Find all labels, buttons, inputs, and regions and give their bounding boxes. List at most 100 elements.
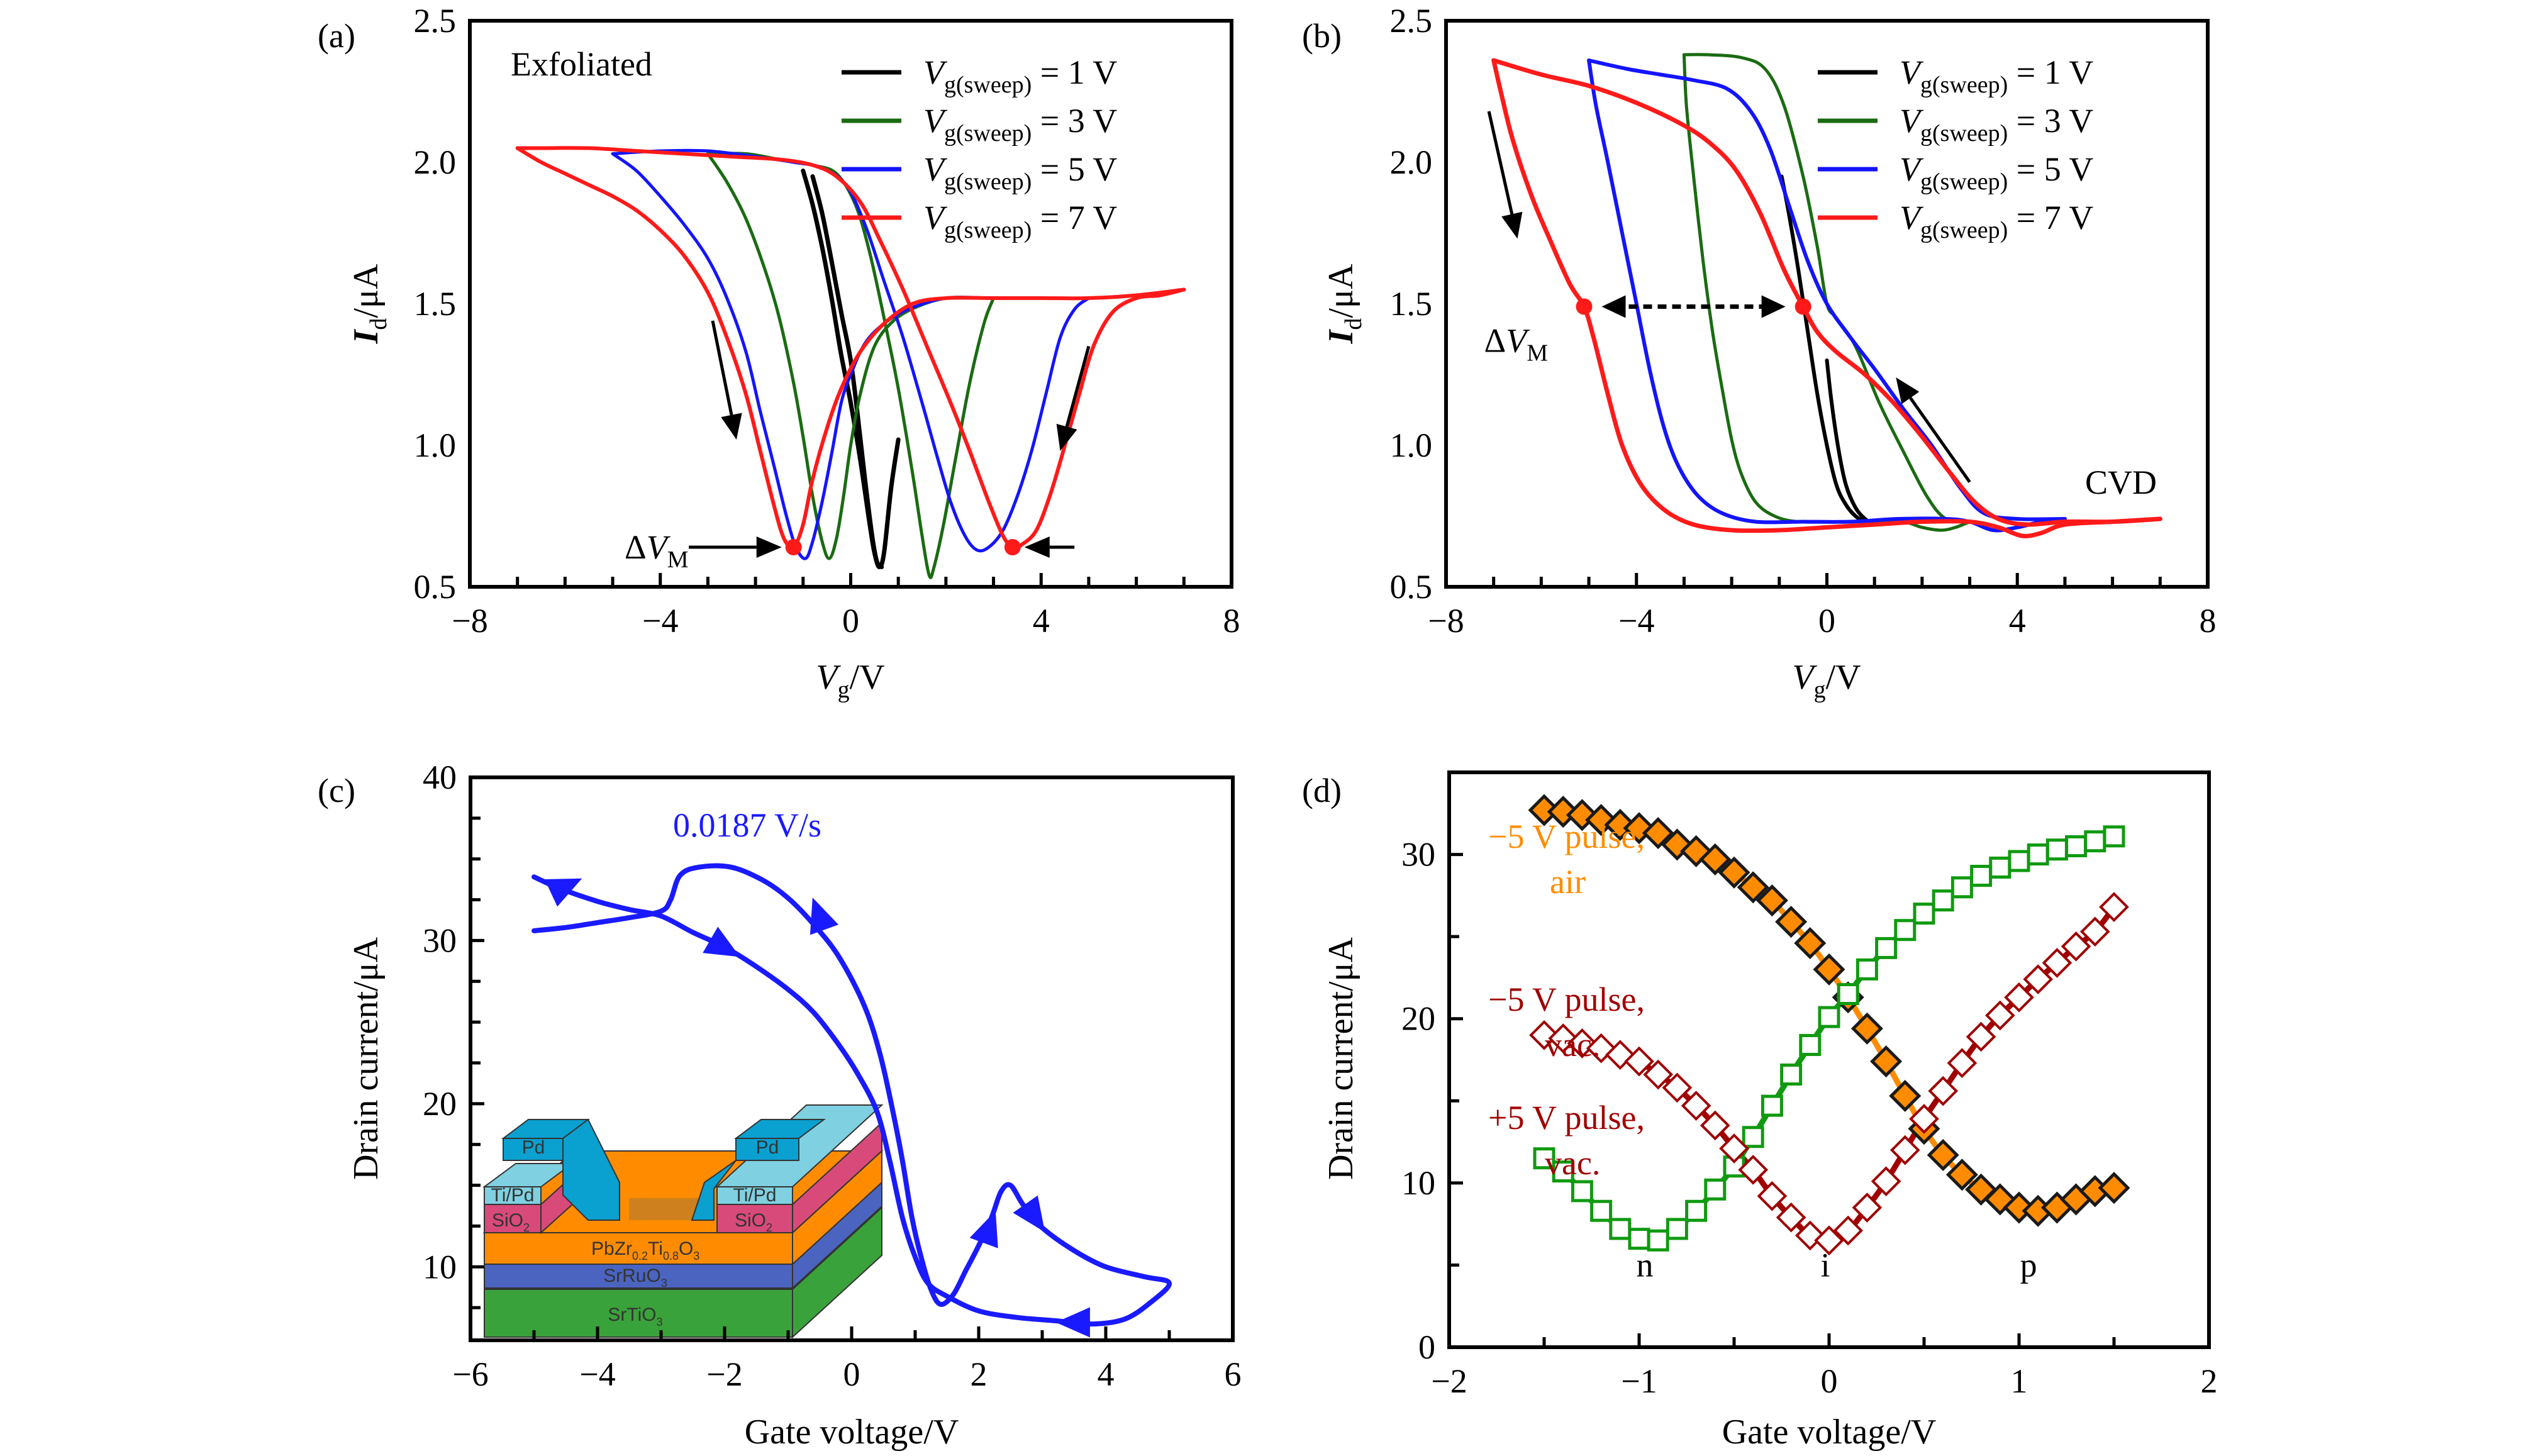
series-line-vg-sweep-7-v-0 xyxy=(1491,58,2162,538)
x-tick-label: −2 xyxy=(706,1355,742,1393)
curve-direction-arrow xyxy=(969,1211,998,1248)
data-point-diamond xyxy=(1927,1138,1959,1171)
data-point-diamond xyxy=(1718,856,1750,889)
y-tick-label: 0.5 xyxy=(414,568,457,606)
data-point-square xyxy=(1704,1178,1727,1201)
y-tick-labels-d: 0 10 20 30 xyxy=(1401,836,1435,1366)
inset-label-pzt: PbZr0.2Ti0.8O3 xyxy=(591,1238,699,1262)
curve-direction-arrow xyxy=(810,897,839,935)
inset-label-tipd-left: Ti/Pd xyxy=(491,1185,535,1206)
data-point-open-diamond xyxy=(1833,1215,1864,1246)
curve-direction-arrow xyxy=(1013,1195,1045,1233)
arrow-head xyxy=(1501,211,1523,239)
x-tick-label: 8 xyxy=(1223,602,1240,640)
inset-label-srruo3: SrRuO3 xyxy=(603,1265,667,1289)
data-point-square xyxy=(2045,838,2068,861)
plot-area-b xyxy=(1444,19,2210,589)
annotation-cvd: CVD xyxy=(2085,464,2157,501)
data-point-open-diamond xyxy=(1776,1202,1806,1233)
data-point-open-diamond xyxy=(1624,1046,1654,1077)
x-tick-labels-d: −2 −1 0 1 2 xyxy=(1431,1362,2217,1400)
series-line-vg-sweep-1-v-0 xyxy=(1779,174,1877,526)
y-tick-label: 0 xyxy=(1418,1328,1435,1366)
data-layer xyxy=(1491,53,2162,538)
x-tick-label: 4 xyxy=(1098,1355,1115,1393)
data-point-open-diamond xyxy=(2079,916,2110,947)
data-point-diamond xyxy=(1737,871,1769,904)
data-point-diamond xyxy=(1794,927,1827,960)
delta-vm-text: ΔVM xyxy=(625,528,689,573)
series-annotation-1-line1: −5 V pulse, xyxy=(1488,981,1645,1018)
data-point-diamond xyxy=(1755,884,1788,917)
y-tick-label: 2.0 xyxy=(1390,143,1433,181)
hysteresis-marker xyxy=(1794,298,1811,315)
x-tick-label: 4 xyxy=(2009,602,2026,640)
hysteresis-marker xyxy=(785,539,802,555)
data-point-open-diamond xyxy=(1852,1192,1883,1223)
data-point-diamond xyxy=(2098,1172,2130,1204)
panel-d: (d) −2 −1 0 1 2 0 10 20 30 Gate voltage/V Drain… xyxy=(1302,770,2218,1452)
data-point-square xyxy=(1647,1229,1669,1252)
hysteresis-marker xyxy=(1004,539,1021,555)
y-tick-label: 10 xyxy=(423,1248,457,1286)
inset-pd-right-bridge xyxy=(691,1160,737,1221)
data-point-square xyxy=(1780,1064,1803,1086)
panel-label-b: (b) xyxy=(1302,17,1342,55)
data-layer xyxy=(1528,794,2130,1256)
series-line-vg-sweep-5-v-0 xyxy=(1587,58,2067,533)
data-point-diamond xyxy=(1870,1045,1903,1078)
data-point-square xyxy=(2065,835,2088,858)
x-tick-label: 0 xyxy=(1821,1362,1838,1400)
data-point-square xyxy=(1989,856,2011,879)
data-point-open-diamond xyxy=(1889,1135,1920,1165)
panel-a: (a) −8 −4 0 4 8 0.5 1.0 1.5 2.0 2.5 Vg/V Id/μA E… xyxy=(318,2,1240,703)
direction-arrow xyxy=(711,320,733,416)
data-point-square xyxy=(1609,1218,1632,1240)
data-point-open-diamond xyxy=(1738,1155,1769,1185)
data-point-square xyxy=(2008,850,2030,872)
data-point-diamond xyxy=(1775,906,1808,938)
y-tick-labels-b: 0.5 1.0 1.5 2.0 2.5 xyxy=(1390,2,1433,606)
series-line-vg-sweep-1-v-1 xyxy=(810,174,884,569)
x-axis-title-c: Gate voltage/V xyxy=(745,1413,959,1452)
x-tick-labels-a: −8 −4 0 4 8 xyxy=(452,602,1240,640)
data-point-square xyxy=(1628,1228,1650,1250)
series-line-vg-sweep-1-v-1 xyxy=(1825,358,1877,526)
delta-vm-label-a: ΔVM xyxy=(625,528,689,573)
inset-label-pd-left: Pd xyxy=(522,1137,545,1158)
data-point-open-diamond xyxy=(1681,1091,1711,1121)
data-point-diamond xyxy=(1945,1159,1978,1191)
data-point-square xyxy=(1571,1180,1593,1203)
y-tick-label: 2.5 xyxy=(414,2,457,40)
data-point-square xyxy=(1761,1094,1783,1117)
direction-arrow xyxy=(1065,345,1091,428)
data-point-square xyxy=(1932,889,1954,912)
data-point-open-diamond xyxy=(2099,892,2129,922)
data-layer xyxy=(515,146,1186,579)
panel-b: (b) −8 −4 0 4 8 0.5 1.0 1.5 2.0 2.5 Vg/V Id/μA C… xyxy=(1302,2,2217,703)
x-tick-labels-c: −6 −4 −2 0 2 4 6 xyxy=(452,1355,1241,1393)
series-line-vg-sweep-7-v-1 xyxy=(515,146,1186,550)
data-point-open-diamond xyxy=(1966,1021,1996,1052)
region-label-i: i xyxy=(1820,1247,1830,1284)
series-annotation-0-line2: air xyxy=(1550,863,1586,901)
delta-vm-label-b: ΔVM xyxy=(1484,322,1549,367)
plot-area-d xyxy=(1447,770,2211,1349)
legend-label-3: Vg(sweep) = 7 V xyxy=(1900,199,2093,243)
curve-direction-arrow xyxy=(1055,1307,1090,1338)
series-annotation-0-line1: −5 V pulse, xyxy=(1488,818,1645,855)
series-line-vg-sweep-7-v-1 xyxy=(1491,58,2162,527)
y-axis-title-b: Id/μA xyxy=(1321,264,1367,344)
x-tick-label: 6 xyxy=(1225,1355,1242,1393)
x-tick-label: 2 xyxy=(2201,1362,2218,1400)
x-tick-label: −4 xyxy=(1618,602,1654,640)
data-point-diamond xyxy=(1813,953,1845,986)
y-tick-label: 30 xyxy=(423,921,457,959)
sweep-rate-annotation: 0.0187 V/s xyxy=(673,806,821,844)
x-tick-label: 1 xyxy=(2011,1362,2028,1400)
y-tick-label: 1.5 xyxy=(414,285,457,323)
x-tick-label: 2 xyxy=(971,1355,988,1393)
x-tick-label: 0 xyxy=(842,602,859,640)
y-tick-label: 30 xyxy=(1401,836,1435,874)
x-axis-title-d: Gate voltage/V xyxy=(1722,1413,1937,1452)
